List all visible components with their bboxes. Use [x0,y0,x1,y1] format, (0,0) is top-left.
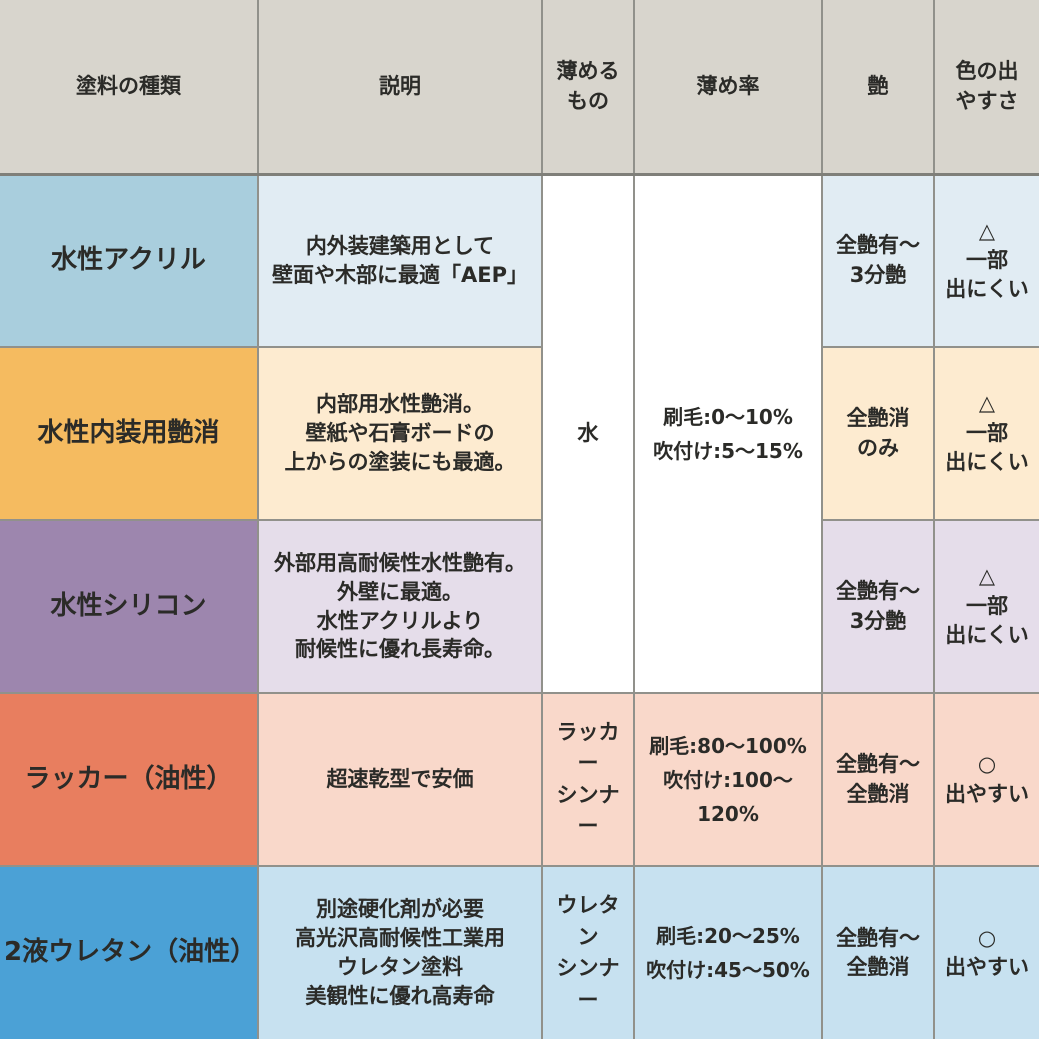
thinner-cell-water: 水 [541,173,635,694]
dilution-rate-cell-water: 刷毛:0～10% 吹付け:5～15% [633,173,823,694]
table-row: ラッカー（油性） 超速乾型で安価 ラッカー シンナー 刷毛:80～100% 吹付… [0,692,1039,867]
header-gloss: 艶 [821,0,935,176]
gloss-cell: 全艶有～ 3分艶 [821,519,935,694]
paint-name-cell: 水性シリコン [0,519,259,694]
description-cell: 内部用水性艶消。 壁紙や石膏ボードの 上からの塗装にも最適。 [257,346,543,521]
dilution-rate-cell: 刷毛:80～100% 吹付け:100～120% [633,692,823,867]
gloss-cell: 全艶有～ 3分艶 [821,173,935,348]
color-ease-cell: △ 一部 出にくい [933,173,1039,348]
color-ease-cell: ○ 出やすい [933,692,1039,867]
color-ease-cell: ○ 出やすい [933,865,1039,1039]
description-cell: 別途硬化剤が必要 高光沢高耐候性工業用 ウレタン塗料 美観性に優れ高寿命 [257,865,543,1039]
header-dilution-rate: 薄め率 [633,0,823,176]
header-paint-type: 塗料の種類 [0,0,259,176]
thinner-cell: ラッカー シンナー [541,692,635,867]
paint-name-cell: 2液ウレタン（油性） [0,865,259,1039]
table-row: 水性シリコン 外部用高耐候性水性艶有。 外壁に最適。 水性アクリルより 耐候性に… [0,519,1039,694]
paint-name-cell: 水性アクリル [0,173,259,348]
table-row: 水性内装用艶消 内部用水性艶消。 壁紙や石膏ボードの 上からの塗装にも最適。 全… [0,346,1039,521]
gloss-cell: 全艶有～ 全艶消 [821,692,935,867]
header-color-ease: 色の出 やすさ [933,0,1039,176]
header-description: 説明 [257,0,543,176]
gloss-cell: 全艶消 のみ [821,346,935,521]
dilution-rate-cell: 刷毛:20～25% 吹付け:45～50% [633,865,823,1039]
header-thinner: 薄める もの [541,0,635,176]
table-row: 2液ウレタン（油性） 別途硬化剤が必要 高光沢高耐候性工業用 ウレタン塗料 美観… [0,865,1039,1039]
color-ease-cell: △ 一部 出にくい [933,346,1039,521]
thinner-cell: ウレタン シンナー [541,865,635,1039]
paint-name-cell: 水性内装用艶消 [0,346,259,521]
description-cell: 超速乾型で安価 [257,692,543,867]
description-cell: 外部用高耐候性水性艶有。 外壁に最適。 水性アクリルより 耐候性に優れ長寿命。 [257,519,543,694]
table-row: 水性アクリル 内外装建築用として 壁面や木部に最適「AEP」 水 刷毛:0～10… [0,173,1039,694]
paint-name-cell: ラッカー（油性） [0,692,259,867]
gloss-cell: 全艶有～ 全艶消 [821,865,935,1039]
description-cell: 内外装建築用として 壁面や木部に最適「AEP」 [257,173,543,348]
color-ease-cell: △ 一部 出にくい [933,519,1039,694]
table-header-row: 塗料の種類 説明 薄める もの 薄め率 艶 色の出 やすさ [0,0,1039,176]
